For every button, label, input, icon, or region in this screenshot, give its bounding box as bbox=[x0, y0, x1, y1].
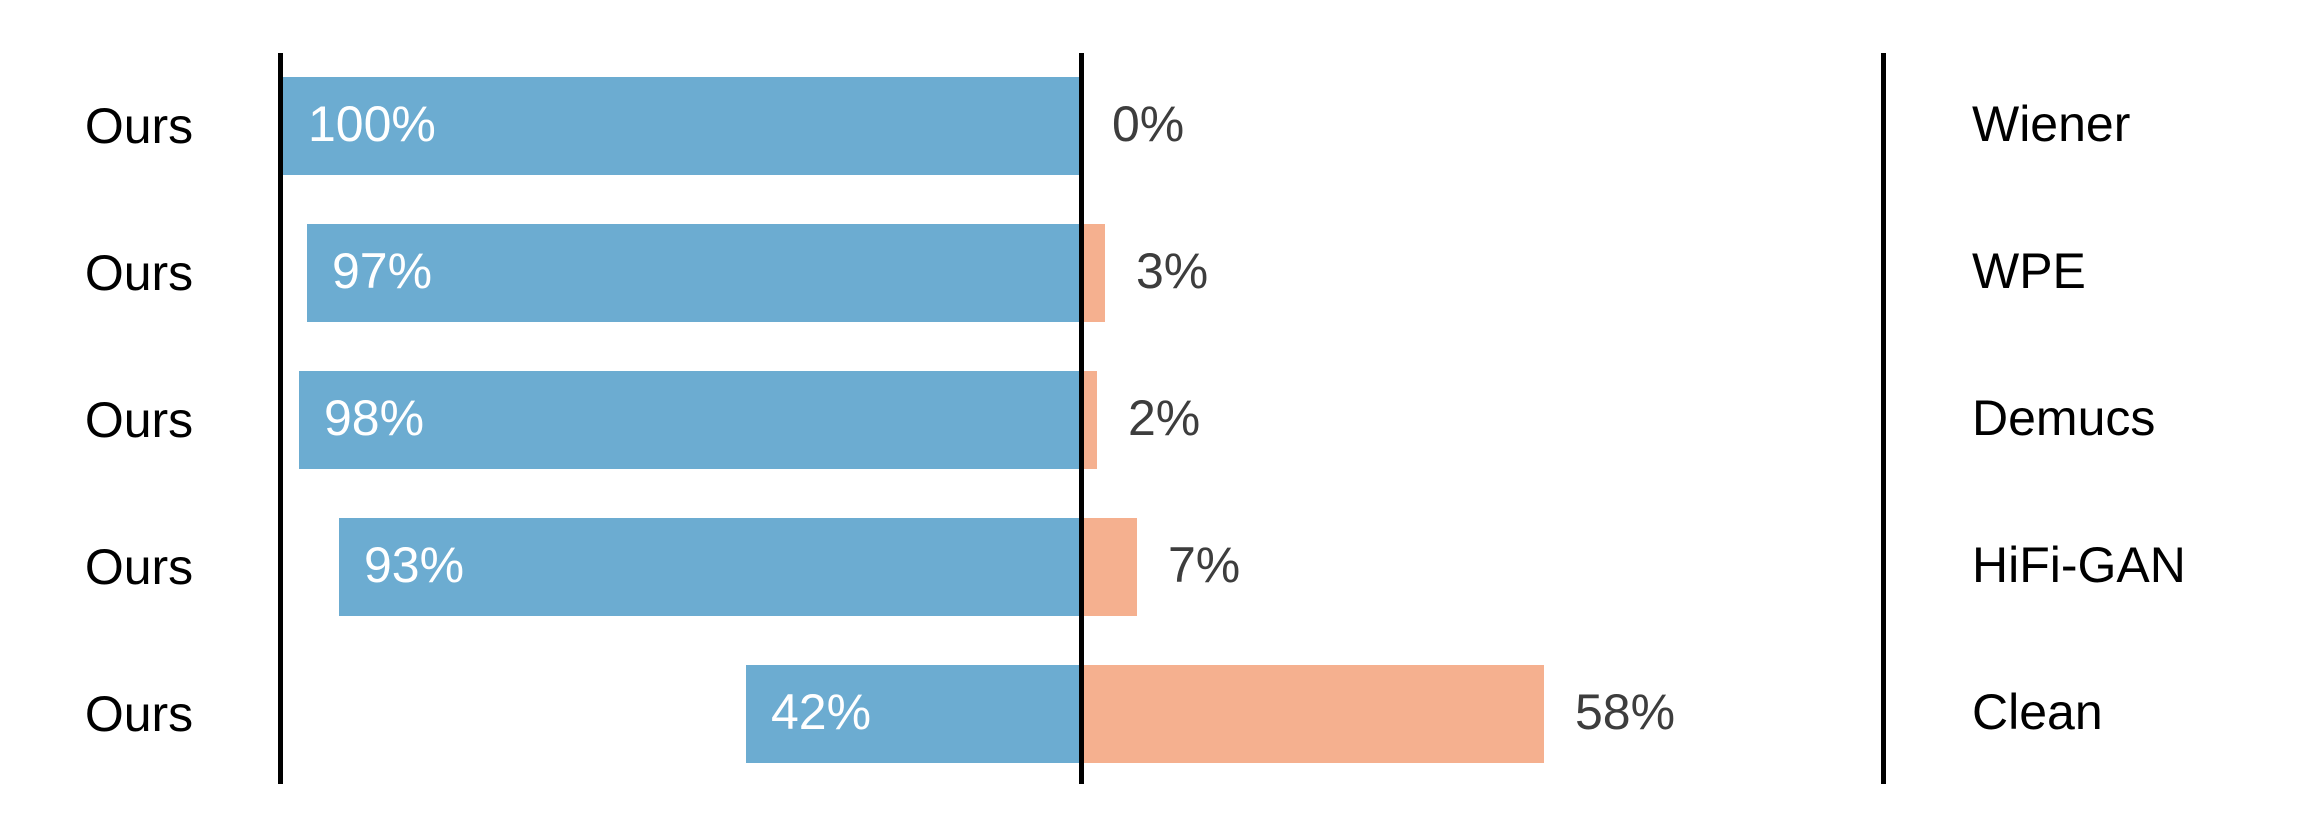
baseline-bar bbox=[1081, 665, 1544, 763]
chart-row-hifigan: Ours 93% 7% HiFi-GAN bbox=[0, 518, 2318, 616]
right-axis-line bbox=[1881, 53, 1886, 784]
ours-bar-value: 100% bbox=[308, 96, 436, 152]
baseline-bar bbox=[1081, 371, 1097, 469]
chart-row-clean: Ours 42% 58% Clean bbox=[0, 665, 2318, 763]
baseline-pct-label: 2% bbox=[1128, 390, 1201, 446]
chart-row-wpe: Ours 97% 3% WPE bbox=[0, 224, 2318, 322]
method-label: Demucs bbox=[1972, 390, 2156, 446]
method-label: WPE bbox=[1972, 243, 2086, 299]
ours-bar-value: 42% bbox=[771, 684, 872, 740]
chart-row-wiener: Ours 100% 0% Wiener bbox=[0, 77, 2318, 175]
chart-row-demucs: Ours 98% 2% Demucs bbox=[0, 371, 2318, 469]
method-label: Wiener bbox=[1972, 96, 2131, 152]
baseline-bar bbox=[1081, 224, 1105, 322]
row-group-label: Ours bbox=[84, 686, 194, 742]
center-axis-line bbox=[1079, 53, 1084, 784]
baseline-pct-label: 3% bbox=[1136, 243, 1209, 299]
row-group-label: Ours bbox=[84, 245, 194, 301]
baseline-pct-label: 58% bbox=[1575, 684, 1676, 740]
method-label: Clean bbox=[1972, 684, 2103, 740]
row-group-label: Ours bbox=[84, 539, 194, 595]
ours-bar: 98% bbox=[299, 371, 1081, 469]
ours-bar: 93% bbox=[339, 518, 1081, 616]
ours-bar: 42% bbox=[746, 665, 1081, 763]
ours-bar: 97% bbox=[307, 224, 1081, 322]
ours-bar-value: 93% bbox=[364, 537, 465, 593]
baseline-bar bbox=[1081, 518, 1137, 616]
ours-bar-value: 98% bbox=[324, 390, 425, 446]
baseline-pct-label: 7% bbox=[1168, 537, 1241, 593]
baseline-pct-label: 0% bbox=[1112, 96, 1185, 152]
ours-bar: 100% bbox=[283, 77, 1081, 175]
left-axis-line bbox=[278, 53, 283, 784]
method-label: HiFi-GAN bbox=[1972, 537, 2186, 593]
ours-bar-value: 97% bbox=[332, 243, 433, 299]
row-group-label: Ours bbox=[84, 392, 194, 448]
row-group-label: Ours bbox=[84, 98, 194, 154]
